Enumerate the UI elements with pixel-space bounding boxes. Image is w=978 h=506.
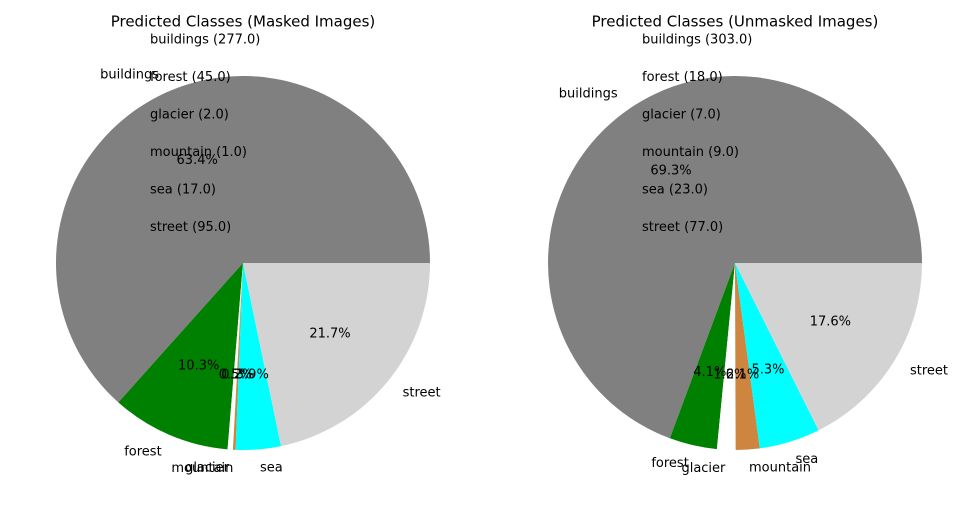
count-annotation-forest: forest (18.0) xyxy=(642,70,723,85)
slice-percent-mountain: 2.1% xyxy=(726,367,759,382)
slice-percent-sea: 5.3% xyxy=(751,363,784,378)
slice-label-glacier: glacier xyxy=(185,461,230,476)
chart-title: Predicted Classes (Unmasked Images) xyxy=(592,13,879,31)
pie-slice-glacier xyxy=(716,263,736,451)
slice-label-buildings: buildings xyxy=(559,87,618,102)
slice-percent-forest: 10.3% xyxy=(178,359,219,374)
slice-percent-sea: 3.9% xyxy=(236,367,269,382)
slice-label-forest: forest xyxy=(124,445,161,460)
slice-percent-glacier: 1.6% xyxy=(713,368,746,383)
pie-slice-forest xyxy=(118,263,243,450)
pie-slice-street xyxy=(735,263,922,431)
slice-label-sea: sea xyxy=(796,452,819,467)
pie-chart-1: buildings 63.4% forest 10.3% glacier 0.5% moun… xyxy=(55,13,441,476)
count-annotation-street: street (95.0) xyxy=(150,220,231,235)
slice-label-street: street xyxy=(910,364,948,379)
slice-label-street: street xyxy=(403,385,441,400)
count-annotation-street: street (77.0) xyxy=(642,220,723,235)
slice-label-glacier: glacier xyxy=(681,461,726,476)
count-annotation-buildings: buildings (303.0) xyxy=(642,33,752,48)
slice-percent-street: 21.7% xyxy=(309,326,350,341)
slice-percent-mountain: 0.2% xyxy=(221,368,254,383)
count-annotation-sea: sea (17.0) xyxy=(150,183,216,198)
slice-percent-buildings: 63.4% xyxy=(177,153,218,168)
pie-slice-mountain xyxy=(735,263,760,450)
slice-percent-street: 17.6% xyxy=(810,315,851,330)
count-annotation-mountain: mountain (1.0) xyxy=(150,145,247,160)
slice-label-sea: sea xyxy=(260,461,283,476)
slice-label-buildings: buildings xyxy=(100,68,159,83)
pie-slice-buildings xyxy=(548,75,922,439)
slice-percent-forest: 4.1% xyxy=(693,365,726,380)
pie-chart-2: buildings 69.3% forest 4.1% glacier 1.6% mount… xyxy=(548,13,948,476)
pie-slice-sea xyxy=(235,263,282,450)
slice-percent-buildings: 69.3% xyxy=(650,163,691,178)
count-annotation-mountain: mountain (9.0) xyxy=(642,145,739,160)
count-annotation-sea: sea (23.0) xyxy=(642,183,708,198)
slice-percent-glacier: 0.5% xyxy=(219,367,252,382)
pie-slice-sea xyxy=(735,263,819,449)
chart-title: Predicted Classes (Masked Images) xyxy=(111,13,376,31)
count-annotation-glacier: glacier (7.0) xyxy=(642,108,721,123)
pie-slice-mountain xyxy=(232,263,243,450)
pie-slice-street xyxy=(243,263,430,447)
count-annotation-forest: forest (45.0) xyxy=(150,70,231,85)
pie-slice-buildings xyxy=(55,76,430,403)
pie-slice-glacier xyxy=(227,263,243,450)
slice-label-mountain: mountain xyxy=(171,461,233,476)
slice-label-mountain: mountain xyxy=(749,461,811,476)
slice-label-forest: forest xyxy=(651,456,688,471)
count-annotation-glacier: glacier (2.0) xyxy=(150,108,229,123)
count-annotation-buildings: buildings (277.0) xyxy=(150,33,260,48)
pie-slice-forest xyxy=(669,263,735,450)
